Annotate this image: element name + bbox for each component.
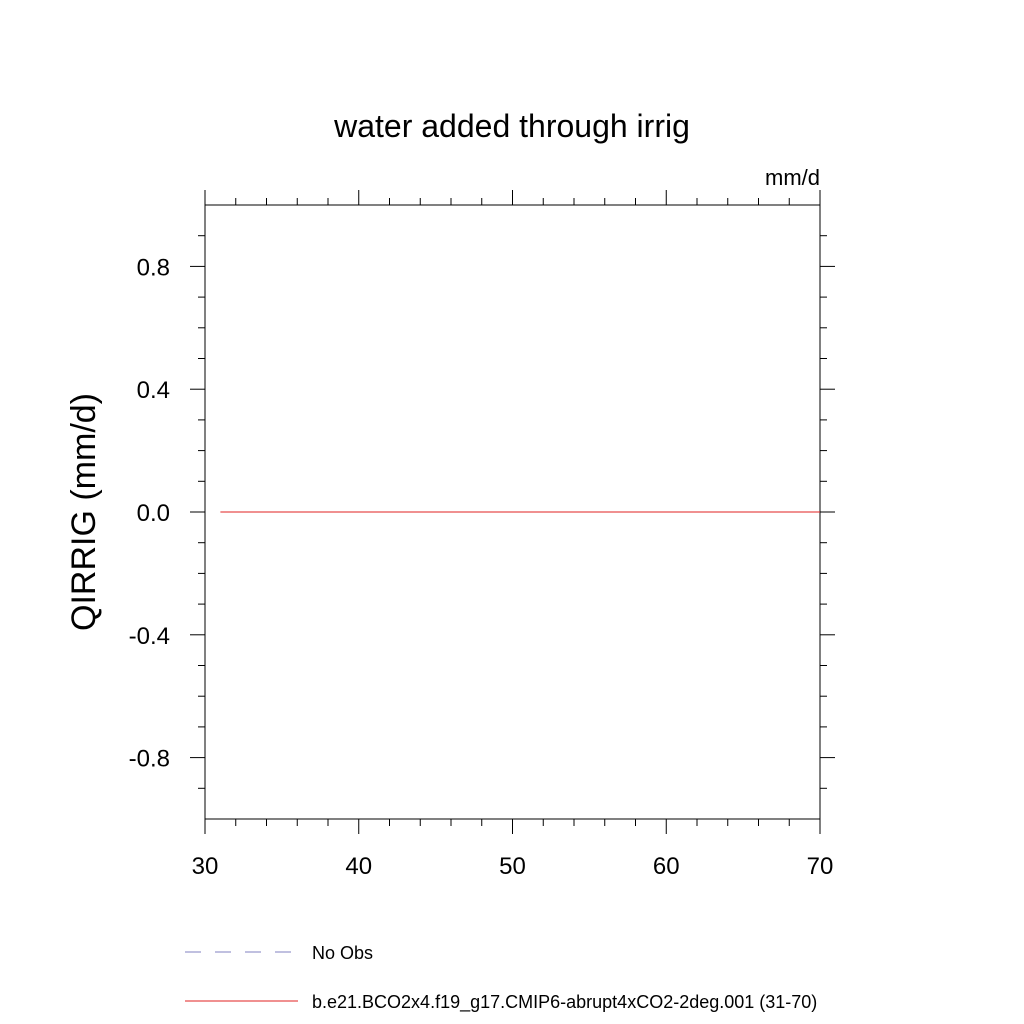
y-tick-label: 0.0 [137,500,170,527]
y-tick-label: 0.4 [137,377,170,404]
legend-label: No Obs [312,943,373,963]
y-tick-label: -0.4 [129,623,170,650]
x-tick-label: 50 [499,853,526,880]
axis-tick-labels: 30 40 50 60 70 0.8 0.4 0.0 -0.4 -0.8 [129,254,834,880]
axis-ticks [190,190,835,834]
x-tick-label: 70 [807,853,834,880]
y-tick-label: 0.8 [137,254,170,281]
units-label: mm/d [765,165,820,190]
legend-label: b.e21.BCO2x4.f19_g17.CMIP6-abrupt4xCO2-2… [312,992,817,1013]
legend: No Obs b.e21.BCO2x4.f19_g17.CMIP6-abrupt4… [185,943,817,1013]
chart-title: water added through irrig [333,108,690,144]
x-tick-label: 30 [192,853,219,880]
y-axis-label: QIRRIG (mm/d) [65,393,103,631]
y-tick-label: -0.8 [129,746,170,773]
x-tick-label: 40 [345,853,372,880]
x-tick-label: 60 [653,853,680,880]
